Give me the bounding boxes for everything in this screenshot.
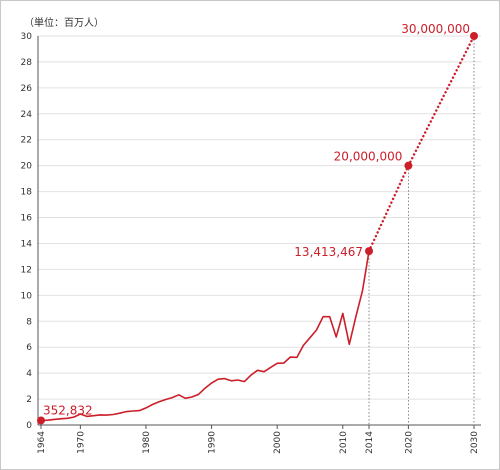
x-tick-label: 2010: [339, 431, 349, 454]
data-label: 352,832: [43, 403, 93, 417]
x-tick-label: 1980: [142, 431, 152, 454]
y-tick-label: 20: [21, 162, 33, 172]
unit-label: （単位：百万人）: [24, 18, 104, 29]
y-tick-label: 14: [21, 239, 33, 249]
y-tick-label: 18: [21, 188, 33, 198]
y-tick-label: 26: [21, 84, 33, 94]
y-tick-label: 30: [21, 32, 33, 42]
y-tick-label: 28: [21, 58, 33, 68]
data-label: 30,000,000: [401, 22, 470, 36]
data-point-marker: [37, 416, 45, 425]
x-tick-label: 1970: [76, 431, 86, 454]
data-point-marker: [404, 161, 413, 170]
y-tick-label: 4: [26, 369, 32, 379]
data-label: 20,000,000: [334, 150, 403, 164]
y-tick-label: 12: [21, 265, 32, 275]
x-tick-label: 2014: [365, 431, 375, 454]
y-tick-label: 22: [21, 136, 32, 146]
y-tick-label: 2: [26, 395, 32, 405]
visitor-line: [40, 250, 370, 422]
y-tick-label: 0: [26, 421, 32, 431]
x-tick-label: 2030: [470, 431, 480, 454]
x-tick-label: 1990: [208, 431, 218, 454]
data-point-marker: [470, 32, 478, 40]
y-tick-label: 16: [21, 214, 33, 224]
x-tick-label: 1964: [37, 431, 47, 454]
x-tick-label: 2000: [273, 431, 283, 454]
y-tick-label: 10: [21, 291, 33, 301]
data-point-marker: [365, 247, 374, 256]
projection-line: [367, 34, 476, 253]
data-label: 13,413,467: [294, 245, 363, 259]
y-tick-label: 8: [26, 317, 32, 327]
y-tick-label: 6: [26, 343, 32, 353]
x-tick-label: 2020: [404, 431, 414, 454]
y-tick-label: 24: [21, 110, 33, 120]
